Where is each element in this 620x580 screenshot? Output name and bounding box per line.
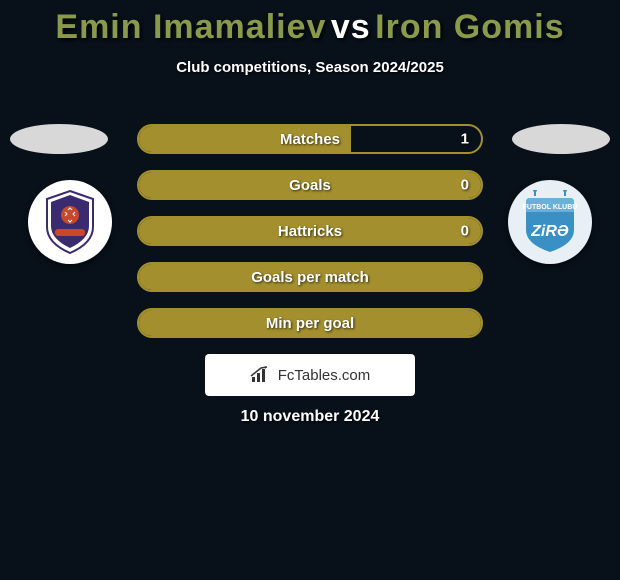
bar-chart-icon: [250, 366, 272, 384]
stat-value: 1: [461, 131, 469, 148]
player1-club-crest: [28, 180, 112, 264]
stat-label: Min per goal: [266, 315, 354, 332]
stat-row-hattricks: Hattricks 0: [137, 216, 483, 246]
player1-name: Emin Imamaliev: [55, 8, 326, 46]
stat-value: 0: [461, 177, 469, 194]
qarabag-crest-icon: [41, 189, 99, 255]
player2-name: Iron Gomis: [375, 8, 564, 46]
page-title: Emin Imamaliev vs Iron Gomis: [0, 0, 620, 51]
date-text: 10 november 2024: [241, 408, 380, 426]
stat-label: Goals: [289, 177, 331, 194]
stat-row-matches: Matches 1: [137, 124, 483, 154]
player2-platform: [512, 124, 610, 154]
stat-row-goals-per-match: Goals per match: [137, 262, 483, 292]
player1-platform: [10, 124, 108, 154]
subtitle: Club competitions, Season 2024/2025: [0, 59, 620, 76]
stat-row-goals: Goals 0: [137, 170, 483, 200]
svg-text:FUTBOL KLUBU: FUTBOL KLUBU: [523, 204, 578, 211]
stat-label: Goals per match: [251, 269, 369, 286]
stat-label: Hattricks: [278, 223, 342, 240]
stat-label: Matches: [280, 131, 340, 148]
attribution-box: FcTables.com: [205, 354, 415, 396]
zira-crest-icon: FUTBOL KLUBU ZiRƏ: [520, 190, 580, 254]
stat-row-min-per-goal: Min per goal: [137, 308, 483, 338]
player2-club-crest: FUTBOL KLUBU ZiRƏ: [508, 180, 592, 264]
stats-container: Matches 1 Goals 0 Hattricks 0 Goals per …: [137, 124, 483, 354]
vs-separator: vs: [331, 8, 371, 46]
attribution-text: FcTables.com: [278, 367, 371, 384]
svg-text:ZiRƏ: ZiRƏ: [530, 223, 569, 240]
stat-value: 0: [461, 223, 469, 240]
